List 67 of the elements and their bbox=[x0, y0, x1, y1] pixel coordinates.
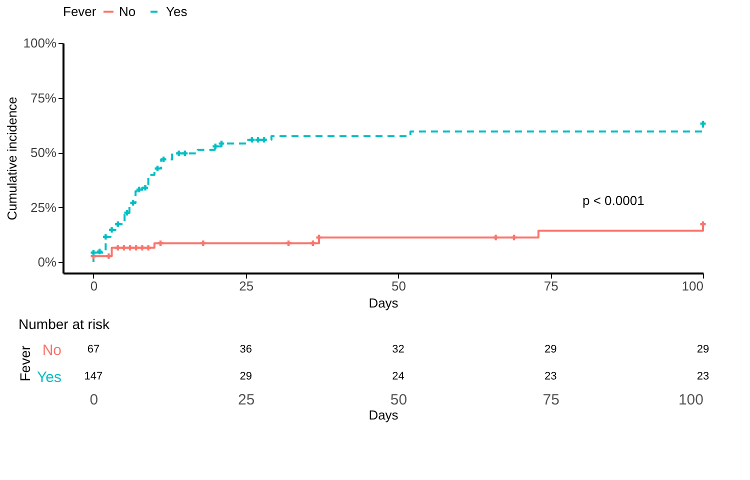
x-tick-label: 0 bbox=[90, 278, 98, 294]
point bbox=[249, 137, 255, 143]
data-label: 24 bbox=[392, 370, 404, 382]
point bbox=[96, 248, 102, 254]
data-label: 29 bbox=[696, 344, 710, 356]
point bbox=[142, 185, 148, 191]
point bbox=[176, 150, 182, 156]
point bbox=[286, 240, 292, 246]
y-tick-label: No bbox=[42, 342, 62, 359]
point bbox=[182, 150, 188, 156]
point bbox=[212, 144, 218, 150]
legend-title: Fever bbox=[63, 4, 97, 19]
point bbox=[261, 137, 267, 143]
point bbox=[121, 245, 127, 251]
data-label: 29 bbox=[240, 370, 252, 382]
point bbox=[200, 240, 206, 246]
data-label: 29 bbox=[544, 344, 557, 356]
y-axis-title: Fever bbox=[17, 345, 34, 382]
point bbox=[146, 245, 152, 251]
point bbox=[255, 137, 261, 143]
point bbox=[127, 245, 133, 251]
x-tick-label: 25 bbox=[239, 278, 254, 294]
y-tick-label: 50% bbox=[30, 145, 57, 160]
x-tick-label: 25 bbox=[238, 392, 255, 408]
x-axis-title: Days bbox=[368, 296, 399, 310]
x-tick-label: 100 bbox=[678, 392, 704, 408]
point bbox=[154, 166, 160, 172]
legend-label: Yes bbox=[166, 4, 188, 19]
point bbox=[493, 234, 498, 240]
point bbox=[160, 156, 166, 162]
point bbox=[310, 240, 316, 246]
y-tick-label: 100% bbox=[23, 36, 57, 50]
y-tick-label: 75% bbox=[30, 90, 57, 106]
data-label: 23 bbox=[696, 370, 710, 382]
data-label: 32 bbox=[392, 344, 404, 356]
y-tick-label: 0% bbox=[38, 254, 57, 270]
point bbox=[115, 245, 121, 251]
point bbox=[140, 245, 145, 251]
chart-title: Number at risk bbox=[18, 316, 111, 332]
point bbox=[218, 140, 224, 146]
point bbox=[124, 210, 130, 216]
data-label: 36 bbox=[240, 344, 252, 356]
legend-label: No bbox=[119, 4, 136, 19]
point bbox=[136, 186, 142, 192]
point bbox=[511, 234, 517, 240]
point bbox=[130, 200, 136, 206]
data-label: 23 bbox=[544, 370, 557, 382]
point bbox=[106, 253, 112, 259]
point bbox=[109, 227, 114, 233]
x-tick-label: 100 bbox=[682, 278, 704, 294]
point bbox=[158, 240, 164, 246]
y-tick-label: 25% bbox=[30, 200, 57, 215]
data-label: 67 bbox=[87, 344, 100, 356]
y-tick-label: Yes bbox=[37, 369, 62, 386]
point bbox=[115, 221, 121, 227]
annotation: p < 0.0001 bbox=[582, 193, 644, 208]
x-tick-label: 75 bbox=[544, 278, 558, 294]
data-label: 147 bbox=[84, 370, 103, 382]
x-tick-label: 50 bbox=[392, 278, 406, 294]
x-tick-label: 0 bbox=[90, 392, 98, 408]
y-axis-title: Cumulative incidence bbox=[4, 96, 20, 220]
x-tick-label: 75 bbox=[542, 392, 560, 408]
point bbox=[102, 234, 108, 240]
point bbox=[133, 245, 139, 251]
x-axis-title: Days bbox=[368, 408, 399, 422]
x-tick-label: 50 bbox=[390, 392, 408, 408]
point bbox=[90, 250, 96, 256]
